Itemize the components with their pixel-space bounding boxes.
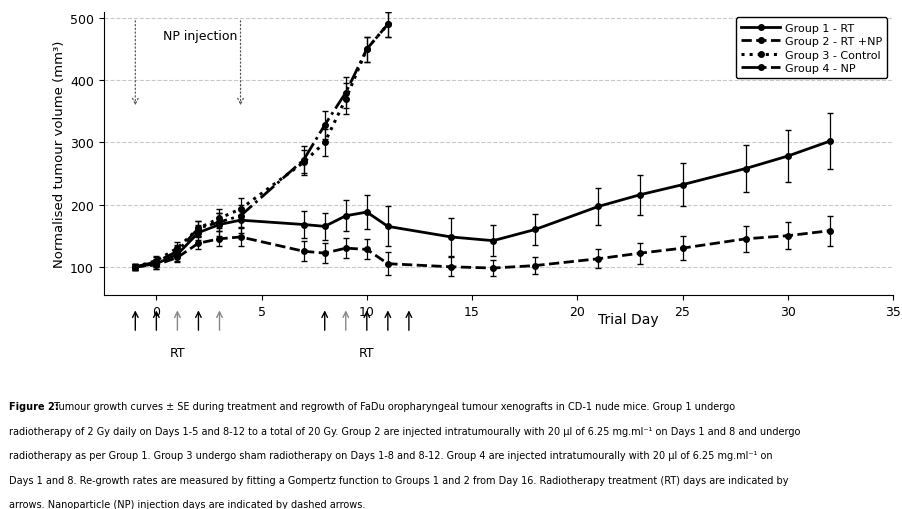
Text: arrows. Nanoparticle (NP) injection days are indicated by dashed arrows.: arrows. Nanoparticle (NP) injection days… xyxy=(9,499,365,509)
Text: Figure 2:: Figure 2: xyxy=(9,401,59,411)
Text: radiotherapy of 2 Gy daily on Days 1-5 and 8-12 to a total of 20 Gy. Group 2 are: radiotherapy of 2 Gy daily on Days 1-5 a… xyxy=(9,426,800,436)
Text: RT: RT xyxy=(359,346,374,359)
Text: Days 1 and 8. Re-growth rates are measured by fitting a Gompertz function to Gro: Days 1 and 8. Re-growth rates are measur… xyxy=(9,474,788,485)
Text: Trial Day: Trial Day xyxy=(598,313,659,327)
Text: radiotherapy as per Group 1. Group 3 undergo sham radiotherapy on Days 1-8 and 8: radiotherapy as per Group 1. Group 3 und… xyxy=(9,450,773,460)
Legend: Group 1 - RT, Group 2 - RT +NP, Group 3 - Control, Group 4 - NP: Group 1 - RT, Group 2 - RT +NP, Group 3 … xyxy=(736,18,888,79)
Text: RT: RT xyxy=(170,346,185,359)
Text: NP injection: NP injection xyxy=(162,30,237,43)
Text: Tumour growth curves ± SE during treatment and regrowth of FaDu oropharyngeal tu: Tumour growth curves ± SE during treatme… xyxy=(51,401,735,411)
Y-axis label: Normalised tumour volume (mm³): Normalised tumour volume (mm³) xyxy=(53,41,66,267)
